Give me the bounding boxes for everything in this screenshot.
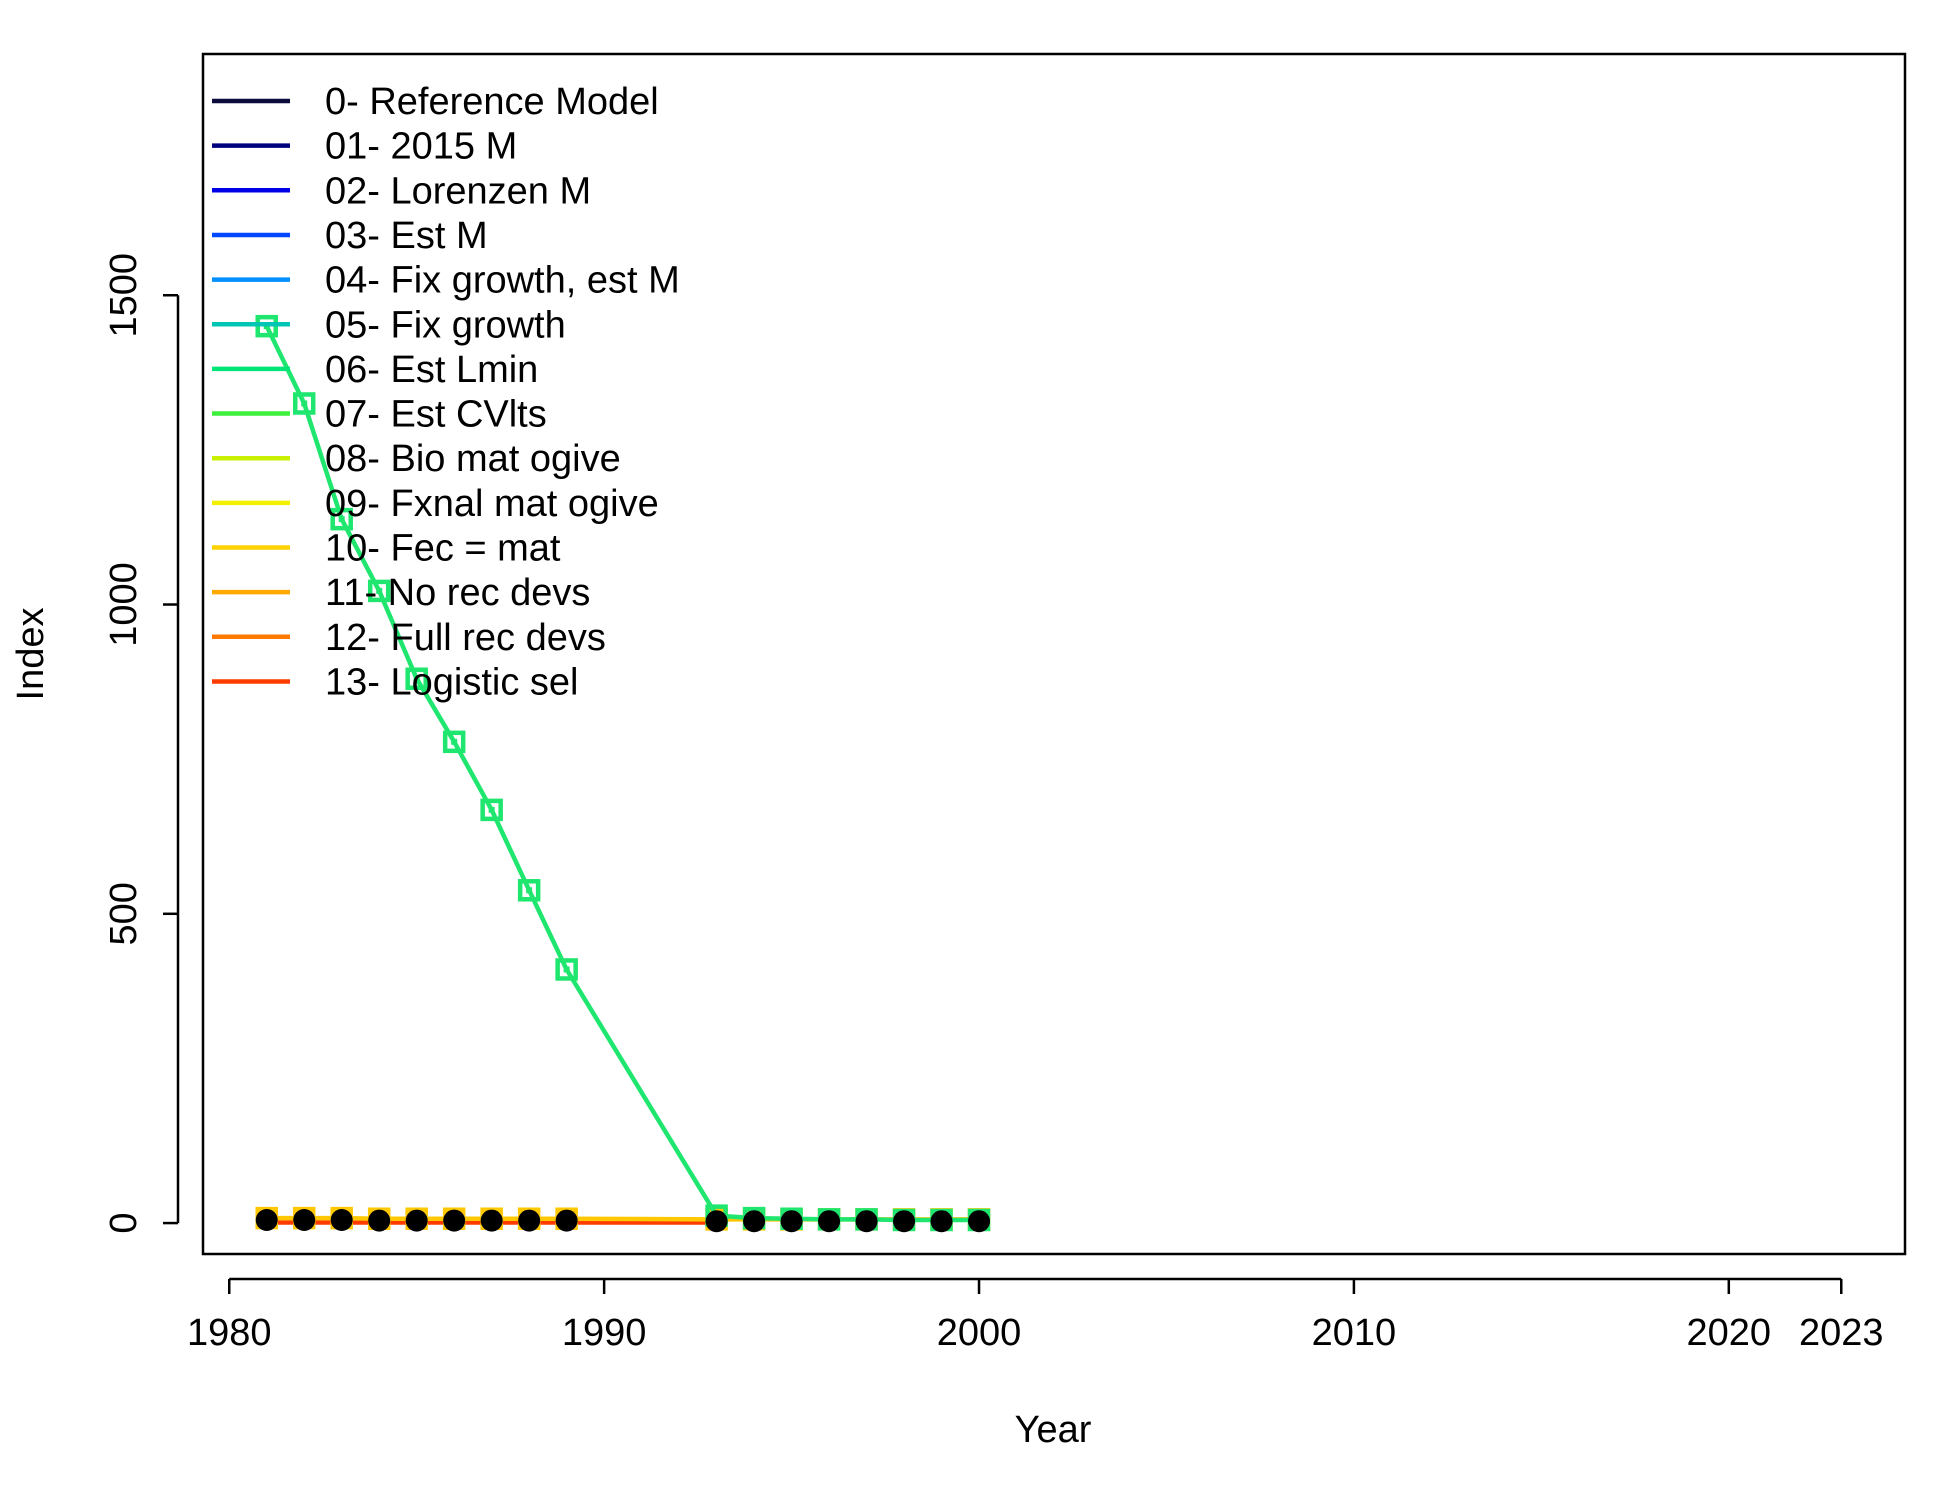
observed-point [855,1210,878,1233]
data-point-center [338,516,345,523]
observed-points [255,1208,991,1233]
legend-entry: 05- Fix growth [212,304,566,346]
legend-label: 13- Logistic sel [325,661,578,703]
observed-point [893,1210,916,1233]
legend-label: 11- No rec devs [325,572,590,614]
x-tick-label: 2023 [1799,1312,1884,1354]
legend-label: 02- Lorenzen M [325,170,591,212]
observed-point [443,1209,466,1232]
observed-point [818,1210,841,1233]
y-tick-label: 1500 [103,253,145,338]
observed-point [555,1209,578,1232]
legend-entry: 02- Lorenzen M [212,170,591,212]
data-point-center [376,587,383,594]
y-tick-label: 0 [103,1213,145,1234]
observed-point [743,1210,766,1233]
y-tick-label: 500 [103,882,145,945]
observed-point [780,1210,803,1233]
legend-entry: 11- No rec devs [212,572,590,614]
legend-entry: 0- Reference Model [212,81,659,123]
data-point-center [488,806,495,813]
axes-layer: 1980 1990 2000 2010 2020 2023 0 500 1000 1500 [103,253,1884,1354]
legend-entry: 12- Full rec devs [212,617,606,659]
data-point [555,958,578,981]
legend-entry: 04- Fix growth, est M [212,260,680,302]
series-layer [255,314,991,1233]
observed-point [480,1209,503,1232]
x-tick-label: 1990 [562,1312,647,1354]
legend-label: 05- Fix growth [325,304,566,346]
data-point [367,579,391,603]
data-point-center [563,966,570,973]
data-point-center [526,887,533,894]
data-point [442,730,466,754]
y-axis-label: Index [10,608,52,701]
observed-point [518,1209,541,1232]
data-point [480,798,503,822]
legend-entry: 09- Fxnal mat ogive [212,483,659,525]
observed-point [368,1209,391,1232]
data-point-center [413,675,420,682]
legend-entry: 13- Logistic sel [212,661,578,703]
observed-point [705,1210,728,1233]
data-point [292,392,316,415]
x-tick-label: 2020 [1687,1312,1772,1354]
legend-entry: 10- Fec = mat [212,528,561,570]
observed-point [293,1208,316,1231]
data-point-center [451,738,458,745]
legend-entry: 07- Est CVlts [212,394,547,436]
x-tick-label: 1980 [187,1312,272,1354]
observed-point [255,1208,278,1231]
legend-label: 07- Est CVlts [325,394,547,436]
x-tick-label: 2000 [937,1312,1022,1354]
legend-label: 08- Bio mat ogive [325,438,621,480]
y-tick-label: 1000 [103,562,145,647]
legend-label: 12- Full rec devs [325,617,606,659]
observed-point [330,1208,353,1231]
legend-label: 04- Fix growth, est M [325,260,680,302]
legend-entry: 06- Est Lmin [212,349,538,391]
legend-label: 06- Est Lmin [325,349,538,391]
legend-label: 09- Fxnal mat ogive [325,483,659,525]
observed-point [405,1209,428,1232]
legend-entry: 08- Bio mat ogive [212,438,621,480]
x-tick-label: 2010 [1312,1312,1397,1354]
legend-label: 01- 2015 M [325,126,517,168]
legend-label: 0- Reference Model [325,81,659,123]
legend-label: 03- Est M [325,215,488,257]
plot-frame [201,52,1907,1256]
legend-entry: 01- 2015 M [212,126,517,168]
x-axis-label: Year [1015,1409,1092,1451]
data-point [517,879,541,902]
data-point-center [301,400,308,407]
observed-point [968,1210,991,1233]
data-point [405,667,428,690]
data-point [330,507,353,531]
observed-point [930,1210,953,1233]
legend-label: 10- Fec = mat [325,528,561,570]
legend-entry: 03- Est M [212,215,488,257]
